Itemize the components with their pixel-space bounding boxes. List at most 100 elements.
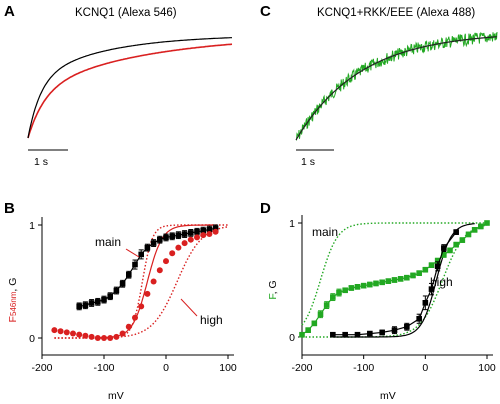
panel-b-point-black xyxy=(194,228,200,235)
panel-d-point-green xyxy=(360,282,367,289)
panel-d-point-green xyxy=(434,257,441,264)
panel-b-point-red xyxy=(169,250,176,257)
panel-b-point-black xyxy=(88,300,95,306)
panel-d-point-black xyxy=(416,315,422,322)
panel-b-point-red xyxy=(94,335,101,341)
panel-b-point-red xyxy=(76,331,83,338)
panel-b-point-black xyxy=(126,271,132,278)
panel-a-title: KCNQ1 (Alexa 546) xyxy=(75,7,177,19)
panel-d-point-green xyxy=(305,327,311,333)
panel-c-black-fit xyxy=(295,36,498,141)
panel-b-point-red xyxy=(138,303,145,310)
panel-d-point-black xyxy=(354,331,361,338)
panel-b-point-red xyxy=(82,332,89,339)
panel-b-point-red xyxy=(132,314,138,321)
panel-d-x-tick-label: 0 xyxy=(422,362,428,374)
panel-b-x-tick-label: 100 xyxy=(219,362,237,374)
panel-d-point-black xyxy=(422,300,429,306)
panel-b-point-red xyxy=(187,236,194,243)
panel-b-xlabel: mV xyxy=(108,390,124,402)
panel-d-point-black xyxy=(453,229,459,235)
panel-d-point-green xyxy=(410,272,416,279)
panel-b-ylabel: F546nm, G xyxy=(7,278,19,323)
panel-d-point-green xyxy=(416,270,422,276)
panel-b-ylabel-f: F xyxy=(7,316,19,322)
panel-b-point-black xyxy=(157,236,163,243)
panel-d-point-green xyxy=(367,281,373,288)
panel-d-point-black xyxy=(441,245,447,251)
panel-b-point-red xyxy=(163,258,169,265)
panel-d-point-green xyxy=(447,247,453,254)
panel-b-point-black xyxy=(82,302,89,309)
panel-b-point-red xyxy=(206,231,213,238)
panel-d-x-tick-label: -200 xyxy=(291,362,312,374)
panel-d-point-green xyxy=(404,274,410,281)
panel-b-point-black xyxy=(175,232,182,238)
panel-b-main-arrow xyxy=(125,248,140,258)
panel-d-point-black xyxy=(434,263,441,270)
panel-b-point-red xyxy=(175,244,182,251)
panel-b-point-black xyxy=(163,234,169,241)
panel-b-annotation-main: main xyxy=(95,235,121,249)
panel-b-plot: -200 -100 0 100 0 1 xyxy=(29,217,237,374)
panel-b-x-tick-label: -200 xyxy=(31,362,52,374)
panel-d-point-green xyxy=(311,320,318,327)
panel-b-y-tick-label: 1 xyxy=(29,220,35,232)
panel-d-fit-main xyxy=(301,222,487,326)
panel-d-x-tick-label: 100 xyxy=(478,362,496,374)
panel-d-point-green xyxy=(323,302,330,308)
panel-letter-d: D xyxy=(260,200,271,217)
panel-b-point-black xyxy=(95,299,101,305)
panel-b-point-black xyxy=(76,303,82,310)
panel-b-point-red xyxy=(70,330,76,337)
panel-b-point-red xyxy=(119,330,126,337)
panel-b-point-black xyxy=(132,261,138,268)
panel-a-red-trace xyxy=(27,43,233,139)
panel-b-point-red xyxy=(125,323,132,330)
panel-b-point-black xyxy=(188,230,194,236)
panel-d-point-green xyxy=(385,278,392,284)
panel-a-black-trace xyxy=(27,37,232,139)
panel-b-point-black xyxy=(113,287,120,294)
panel-c-title: KCNQ1+RKK/EEE (Alexa 488) xyxy=(317,7,475,19)
panel-d-point-black xyxy=(404,323,410,330)
panel-b-point-red xyxy=(57,328,64,335)
panel-d-point-green xyxy=(391,277,398,283)
panel-b-point-red xyxy=(194,234,200,241)
panel-b-point-red xyxy=(88,333,95,340)
panel-d-point-green xyxy=(379,279,385,286)
panel-d-point-black xyxy=(379,329,385,336)
panel-b-point-red xyxy=(63,329,70,336)
panel-b-high-arrow xyxy=(180,298,198,317)
panel-d-point-green xyxy=(348,285,355,291)
panel-d-point-green xyxy=(422,266,429,273)
panel-b-point-black xyxy=(107,293,113,299)
panel-b-point-black xyxy=(150,240,157,246)
panel-d-y-tick-label: 0 xyxy=(289,332,295,344)
panel-d-y-tick-label: 1 xyxy=(289,218,295,230)
panel-d-point-green xyxy=(336,289,342,296)
panel-d-ylabel: F, G xyxy=(267,280,279,299)
panel-d-point-green xyxy=(453,241,459,248)
panel-d-point-green xyxy=(354,284,361,290)
panel-d-ylabel-rest: , G xyxy=(267,280,279,294)
panel-d-point-green xyxy=(484,220,490,226)
panel-b-point-red xyxy=(107,335,114,341)
panel-b-y-tick-label: 0 xyxy=(29,333,35,345)
panel-d-point-green xyxy=(465,231,472,238)
panel-b-point-red xyxy=(113,333,120,340)
panel-d-ylabel-f: F xyxy=(267,294,279,300)
panel-d-point-black xyxy=(367,330,373,337)
panel-d-point-green xyxy=(373,280,379,287)
panel-letter-a: A xyxy=(4,3,15,20)
panel-b-x-tick-label: -100 xyxy=(93,362,114,374)
panel-b-annotation-high: high xyxy=(200,313,223,327)
panel-d-point-green xyxy=(317,311,324,317)
panel-d-fit-data xyxy=(332,223,475,338)
panel-b-point-black xyxy=(200,227,206,234)
panel-a-traces xyxy=(27,37,233,139)
panel-d-annotation-high: high xyxy=(430,275,453,289)
panel-b-x-tick-label: 0 xyxy=(163,362,169,374)
panel-d-x-tick-label: -100 xyxy=(353,362,374,374)
